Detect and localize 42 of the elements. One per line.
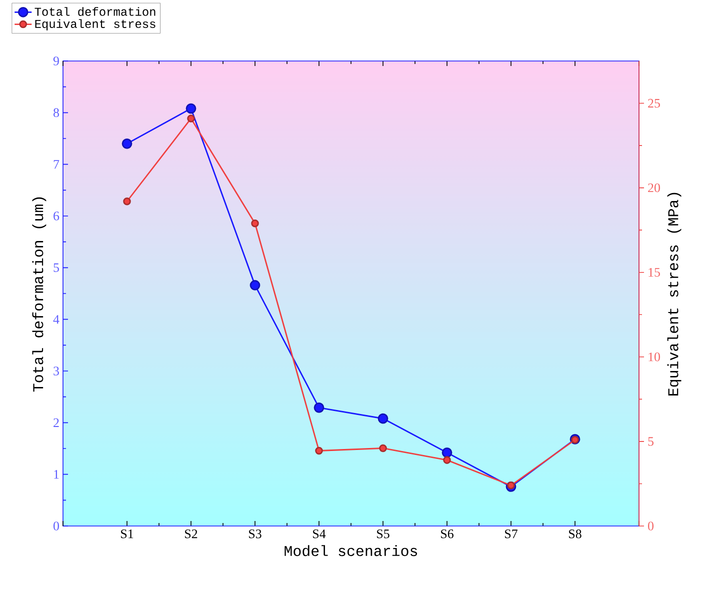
point bbox=[507, 482, 515, 490]
y-tick-label: 1 bbox=[54, 470, 59, 479]
point bbox=[187, 114, 195, 122]
y-tick-label: 3 bbox=[54, 366, 59, 376]
point bbox=[314, 402, 324, 413]
x-tick-label: S1 bbox=[121, 530, 134, 538]
y2-axis-title: Equivalent stress (MPa) bbox=[667, 192, 682, 396]
y2-tick-label: 10 bbox=[648, 352, 660, 362]
point bbox=[443, 456, 451, 464]
x-tick-label: S8 bbox=[569, 530, 582, 538]
legend-label: Equivalent stress bbox=[35, 19, 156, 30]
point bbox=[251, 219, 259, 228]
x-tick-label: S3 bbox=[249, 530, 262, 538]
y-tick-label: 0 bbox=[54, 522, 59, 530]
y2-tick-label: 20 bbox=[648, 183, 660, 192]
y-tick-label: 6 bbox=[54, 212, 60, 220]
point bbox=[250, 280, 260, 290]
y-tick-label: 4 bbox=[53, 315, 60, 324]
point bbox=[123, 197, 131, 206]
point bbox=[378, 413, 388, 424]
point bbox=[122, 138, 132, 149]
point bbox=[442, 447, 452, 458]
y2-tick-label: 25 bbox=[648, 98, 660, 108]
x-tick-label: S6 bbox=[441, 530, 454, 538]
legend-label: Total deformation bbox=[34, 7, 156, 16]
y-tick-label: 8 bbox=[54, 108, 59, 118]
x-tick-label: S5 bbox=[377, 530, 390, 538]
y2-tick-label: 0 bbox=[648, 522, 654, 530]
x-axis-title: Model scenarios bbox=[284, 545, 418, 556]
y-tick-label: 7 bbox=[54, 160, 60, 169]
y-tick-label: 2 bbox=[54, 418, 59, 427]
y-tick-label: 9 bbox=[53, 56, 59, 66]
point bbox=[315, 446, 323, 455]
x-tick-label: S4 bbox=[313, 530, 326, 538]
x-tick-label: S2 bbox=[185, 530, 198, 538]
x-tick-label: S7 bbox=[505, 530, 518, 538]
y-axis-title: Total deformation (um) bbox=[32, 197, 46, 392]
y2-tick-label: 5 bbox=[648, 437, 654, 446]
y-tick-label: 5 bbox=[54, 263, 59, 272]
y2-tick-label: 15 bbox=[648, 268, 660, 277]
point bbox=[379, 444, 387, 452]
point bbox=[186, 103, 196, 114]
